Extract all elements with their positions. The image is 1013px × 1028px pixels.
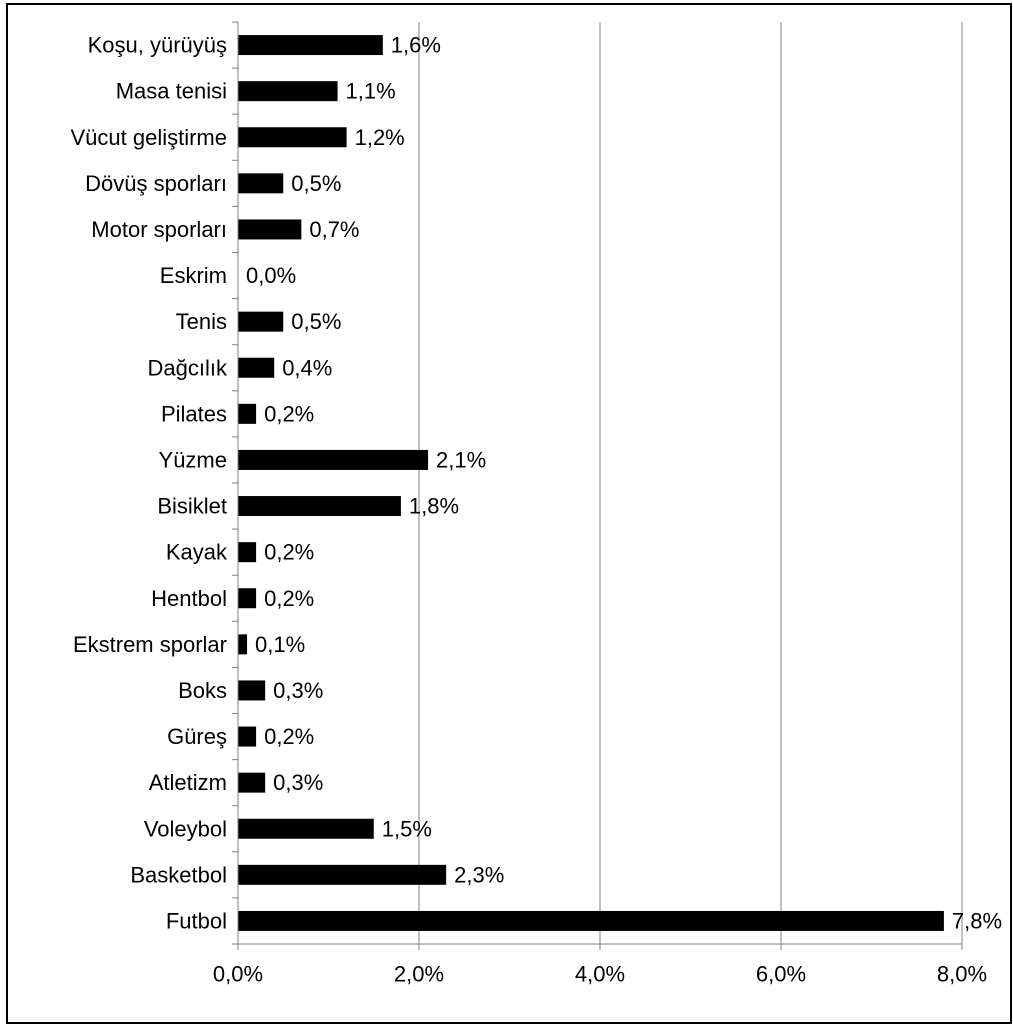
bar <box>238 403 257 424</box>
category-label: Boks <box>178 678 227 703</box>
bar <box>238 449 429 470</box>
data-label: 0,1% <box>255 632 305 657</box>
data-label: 0,5% <box>291 171 341 196</box>
data-label: 0,2% <box>264 724 314 749</box>
category-label: Pilates <box>161 401 227 426</box>
bar <box>238 542 257 563</box>
category-label: Tenis <box>176 309 227 334</box>
data-label: 1,2% <box>355 125 405 150</box>
category-label: Koşu, yürüyüş <box>88 33 227 58</box>
bars <box>238 35 944 931</box>
bar <box>238 127 347 148</box>
bar <box>238 35 383 56</box>
bar <box>238 311 284 332</box>
category-label: Voleybol <box>144 816 227 841</box>
data-label: 1,6% <box>391 33 441 58</box>
category-label: Masa tenisi <box>116 79 227 104</box>
bar <box>238 173 284 194</box>
gridlines <box>418 22 963 944</box>
category-label: Atletizm <box>149 770 227 795</box>
x-tick-label: 2,0% <box>394 962 444 987</box>
labels: Koşu, yürüyüş 1,6% Masa tenisi 1,1% Vücut ge… <box>70 33 1002 987</box>
bar <box>238 634 248 655</box>
category-label: Hentbol <box>151 586 227 611</box>
bar <box>238 81 338 102</box>
category-label: Güreş <box>167 724 227 749</box>
data-label: 0,2% <box>264 401 314 426</box>
bar <box>238 910 944 931</box>
category-label: Basketbol <box>130 862 227 887</box>
data-label: 2,1% <box>436 447 486 472</box>
axes <box>232 21 963 950</box>
data-label: 0,5% <box>291 309 341 334</box>
data-label: 1,1% <box>346 79 396 104</box>
data-label: 0,2% <box>264 586 314 611</box>
bar <box>238 496 401 517</box>
data-label: 7,8% <box>952 908 1002 933</box>
bar <box>238 726 257 747</box>
category-label: Eskrim <box>160 263 227 288</box>
data-label: 0,7% <box>309 217 359 242</box>
category-label: Bisiklet <box>157 494 227 519</box>
category-label: Dağcılık <box>148 355 228 380</box>
x-tick-label: 8,0% <box>937 962 987 987</box>
outer-border <box>6 3 1012 1024</box>
category-label: Kayak <box>166 540 228 565</box>
bar <box>238 772 266 793</box>
category-label: Ekstrem sporlar <box>73 632 227 657</box>
bar <box>238 680 266 701</box>
data-label: 2,3% <box>454 862 504 887</box>
data-label: 0,3% <box>273 770 323 795</box>
data-label: 0,4% <box>282 355 332 380</box>
data-label: 1,5% <box>382 816 432 841</box>
data-label: 0,2% <box>264 540 314 565</box>
bar <box>238 357 275 378</box>
category-label: Yüzme <box>159 447 227 472</box>
x-tick-label: 0,0% <box>213 962 263 987</box>
bar <box>238 219 302 240</box>
data-label: 1,8% <box>409 494 459 519</box>
x-tick-label: 4,0% <box>575 962 625 987</box>
bar <box>238 818 374 839</box>
category-label: Motor sporları <box>91 217 227 242</box>
x-tick-label: 6,0% <box>756 962 806 987</box>
bar <box>238 864 447 885</box>
data-label: 0,0% <box>246 263 296 288</box>
data-label: 0,3% <box>273 678 323 703</box>
category-label: Futbol <box>166 908 227 933</box>
bar <box>238 588 257 609</box>
category-label: Vücut geliştirme <box>70 125 227 150</box>
category-label: Dövüş sporları <box>85 171 227 196</box>
